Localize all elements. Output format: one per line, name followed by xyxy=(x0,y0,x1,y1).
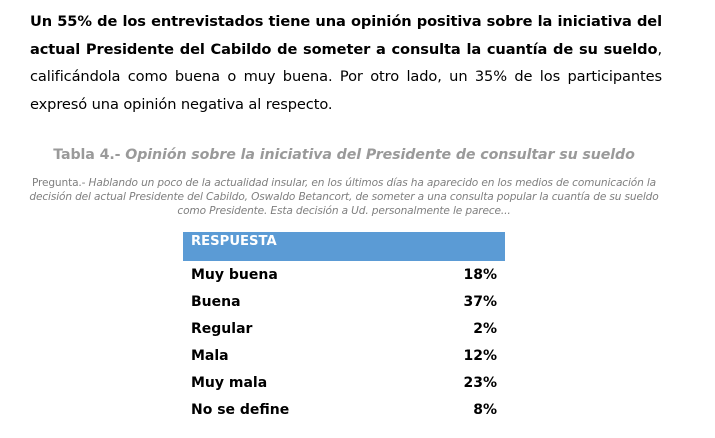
survey-question: Pregunta.- Hablando un poco de la actual… xyxy=(18,176,670,218)
row-label: Regular xyxy=(191,320,253,337)
row-label: Buena xyxy=(191,293,241,310)
row-value: 12% xyxy=(463,347,497,364)
table-row: Muy buena 18% xyxy=(183,261,505,288)
table-title: Tabla 4.- Opinión sobre la iniciativa de… xyxy=(0,147,688,163)
summary-normal-text: , calificándola como buena o muy buena. … xyxy=(30,40,662,113)
table-title-text: Opinión sobre la iniciativa del Presiden… xyxy=(125,147,635,163)
row-value: 8% xyxy=(473,401,497,418)
summary-bold-text: Un 55% de los entrevistados tiene una op… xyxy=(30,13,662,58)
row-label: No se define xyxy=(191,401,290,418)
row-value: 37% xyxy=(463,293,497,310)
row-label: Muy mala xyxy=(191,374,268,391)
table-row: No se define 8% xyxy=(183,396,505,423)
row-label: Mala xyxy=(191,347,229,364)
table-row: Muy mala 23% xyxy=(183,369,505,396)
row-value: 2% xyxy=(473,320,497,337)
row-value: 23% xyxy=(463,374,497,391)
table-row: Regular 2% xyxy=(183,315,505,342)
question-text: Hablando un poco de la actualidad insula… xyxy=(29,177,659,217)
table-header-respuesta: RESPUESTA xyxy=(183,232,505,261)
question-prefix: Pregunta.- xyxy=(31,177,89,189)
table-header-row: RESPUESTA xyxy=(183,232,505,261)
table-row: Buena 37% xyxy=(183,288,505,315)
row-value: 18% xyxy=(463,266,497,283)
table-row: Mala 12% xyxy=(183,342,505,369)
row-label: Muy buena xyxy=(191,266,278,283)
table-title-prefix: Tabla 4.- xyxy=(53,147,126,163)
summary-paragraph: Un 55% de los entrevistados tiene una op… xyxy=(30,8,662,118)
answers-table: RESPUESTA Muy buena 18% Buena 37% Regula… xyxy=(183,232,505,423)
